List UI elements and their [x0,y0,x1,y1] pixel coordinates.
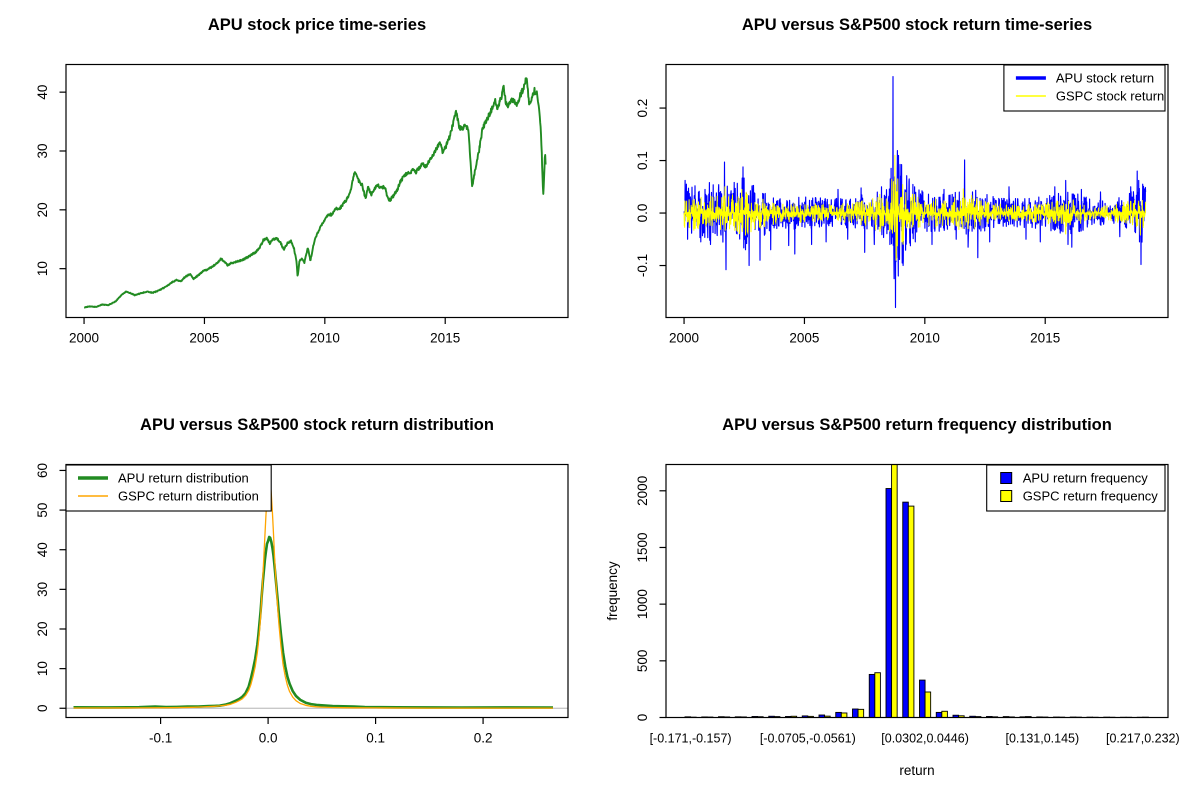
bar-apu-bin9 [835,711,842,718]
x-tick-label: 2015 [430,331,460,346]
bin-label: [-0.0705,-0.0561) [760,732,856,746]
bar-gspc-bin11 [874,672,881,718]
y-tick-label: 0.1 [635,151,650,170]
legend-label: GSPC return distribution [118,489,259,504]
legend-label: APU return distribution [118,471,249,486]
return-frequency-plot: [-0.171,-0.157) [-0.0705,-0.0561) [0.0302,… [605,463,1180,778]
legend-box [65,464,272,512]
legend-box [986,464,1166,512]
y-tick-label: 1000 [635,589,650,619]
y-tick-label: 20 [35,202,50,217]
panel-apu-price-timeseries: APU stock price time-series 2000 2005 2010… [0,0,600,400]
y-tick-label: 30 [35,582,50,597]
bar-gspc-bin12 [891,464,898,718]
plot-box [665,63,1169,319]
y-tick-label: 60 [35,463,50,478]
y-tick-label: 500 [635,650,650,673]
legend-swatch-box [1000,472,1013,484]
chart-title-return-timeseries: APU versus S&P500 stock return time-seri… [741,16,1093,34]
bar-gspc-bin14 [924,691,932,718]
x-tick-label: 0.0 [259,731,278,746]
density-curve [73,535,554,709]
bar-apu-bin12 [885,488,893,718]
bar-gspc-bin10 [857,708,865,718]
x-tick-label: 2000 [69,331,99,346]
y-axis-label: frequency [605,561,620,621]
panel-return-distribution: APU versus S&P500 stock return distribut… [0,400,600,800]
series-line [683,154,1147,261]
bar-gspc-bin9 [840,712,848,718]
y-tick-label: -0.1 [635,254,650,277]
return-timeseries-plot: 2000 2005 2010 2015 -0.1 0.0 0.1 0.2 APU stock r… [635,63,1169,346]
return-distribution-plot: -0.1 0.0 0.1 0.2 0 10 20 30 40 50 60 APU return dis… [35,463,569,746]
bin-label: [0.131,0.145) [1005,732,1079,746]
legend: APU return distribution GSPC return distr… [65,464,272,512]
legend: APU return frequency GSPC return frequenc… [986,464,1166,512]
x-tick-label: 0.1 [366,731,385,746]
density-curve [73,478,553,709]
x-tick-label: -0.1 [149,731,172,746]
series-apu-return-distribution [73,535,554,709]
legend-label: GSPC return frequency [1023,489,1159,504]
legend-box [1003,64,1166,112]
legend-label: GSPC stock return [1056,89,1164,104]
bin-label: [0.0302,0.0446) [881,732,969,746]
chart-title-return-distribution: APU versus S&P500 stock return distribut… [140,416,494,434]
legend: APU stock return GSPC stock return [1003,64,1166,112]
bin-label: [-0.171,-0.157) [650,732,732,746]
axes: -0.1 0.0 0.1 0.2 0 10 20 30 40 50 60 [35,463,569,746]
x-tick-label: 2000 [669,331,699,346]
bin-label: [0.217,0.232) [1106,732,1180,746]
panel-return-frequency: APU versus S&P500 return frequency distr… [600,400,1200,800]
x-tick-label: 2005 [789,331,819,346]
x-tick-label: 2005 [189,331,219,346]
y-tick-label: 0 [35,705,50,713]
series-apu-stock-price [83,77,547,309]
bar-apu-bin14 [919,679,926,718]
y-tick-label: 0 [635,714,650,722]
y-tick-label: 40 [35,85,50,100]
y-tick-label: 10 [35,661,50,676]
axes: 2000 2005 2010 2015 -0.1 0.0 0.1 0.2 [635,63,1169,346]
bar-gspc-bin15 [941,710,948,718]
y-tick-label: 30 [35,143,50,158]
bar-gspc-bin13 [907,505,915,718]
axes: 2000 2005 2010 2015 10 20 30 40 [35,63,569,346]
legend-swatch-box [1000,490,1013,502]
bar-apu-bin15 [935,711,943,718]
y-tick-label: 10 [35,261,50,276]
y-tick-label: 0.0 [635,204,650,223]
chart-title-price-timeseries: APU stock price time-series [207,16,427,34]
y-tick-label: 1500 [635,532,650,562]
bar-apu-bin13 [902,501,909,718]
x-tick-label: 2010 [910,331,940,346]
y-tick-label: 20 [35,621,50,636]
legend-label: APU return frequency [1023,471,1149,486]
plot-box [665,463,1169,719]
x-tick-label: 0.2 [474,731,493,746]
panel-return-timeseries: APU versus S&P500 stock return time-seri… [600,0,1200,400]
plot-box [65,463,569,719]
plot-box [65,63,569,319]
y-tick-label: 40 [35,542,50,557]
series-gspc-return-distribution [73,478,553,709]
series-line [83,77,547,309]
bar-apu-bin10 [852,708,859,718]
y-tick-label: 2000 [635,476,650,506]
x-axis-label: return [899,763,934,778]
x-tick-label: 2015 [1030,331,1060,346]
y-tick-label: 0.2 [635,99,650,118]
bar-groups [684,464,1149,718]
price-timeseries-plot: 2000 2005 2010 2015 10 20 30 40 [35,63,569,346]
axes: 0 500 1000 1500 2000 return frequency [605,463,1169,778]
legend-label: APU stock return [1056,71,1154,86]
chart-title-return-frequency: APU versus S&P500 return frequency distr… [722,416,1112,434]
x-tick-label: 2010 [310,331,340,346]
y-tick-label: 50 [35,503,50,518]
bar-apu-bin11 [868,673,876,718]
series-gspc-stock-return [683,154,1147,261]
